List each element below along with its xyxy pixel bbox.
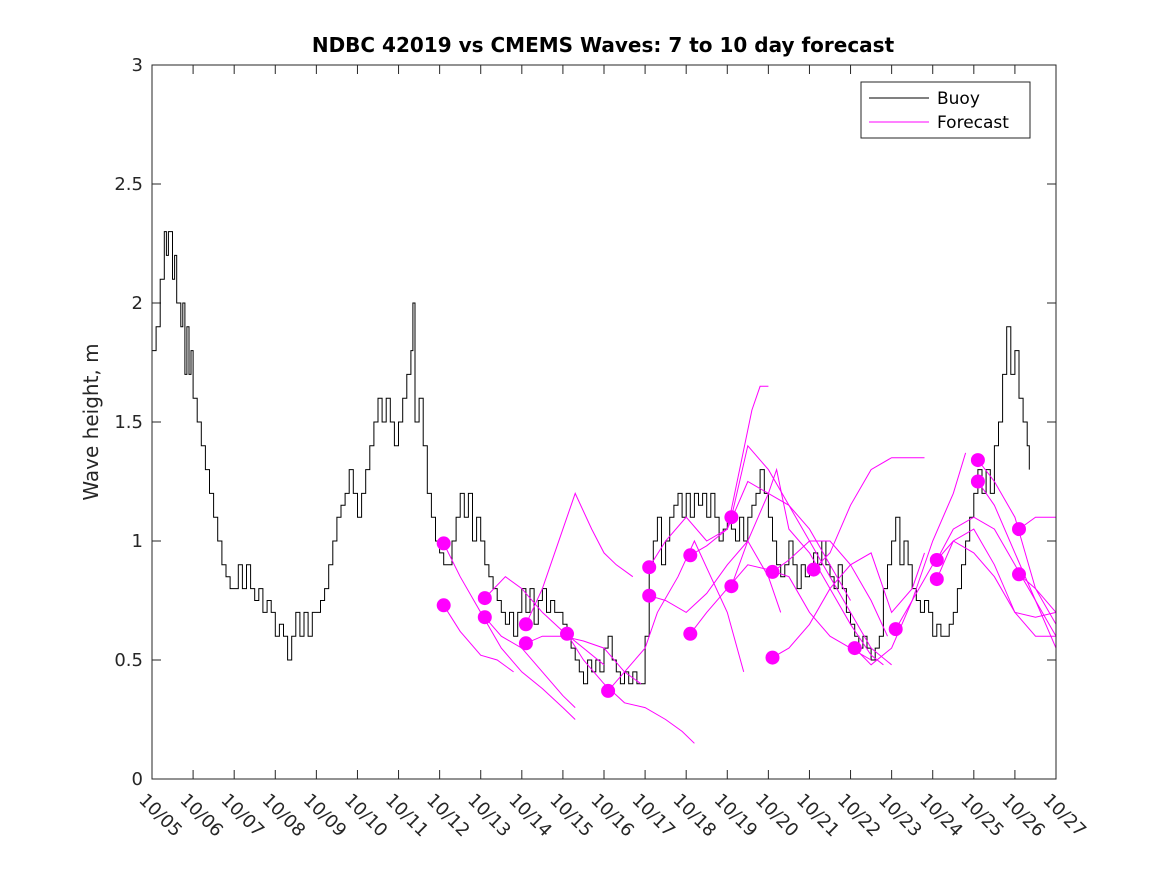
forecast-start-marker — [560, 626, 574, 641]
forecast-trace-line — [895, 540, 1057, 630]
legend-forecast-label: Forecast — [937, 113, 1009, 133]
forecast-trace-line — [525, 492, 634, 625]
forecast-start-marker — [888, 622, 903, 637]
forecast-trace-line — [977, 481, 1057, 637]
y-tick-label: 0 — [132, 769, 143, 790]
forecast-start-marker — [724, 579, 739, 594]
forecast-trace-line — [443, 543, 576, 720]
forecast-trace-line — [1018, 573, 1057, 613]
forecast-start-marker — [929, 553, 944, 567]
forecast-start-marker — [436, 536, 451, 551]
y-tick-label: 0.5 — [114, 650, 143, 671]
y-tick-label: 2 — [132, 293, 143, 314]
forecast-trace-line — [484, 576, 605, 666]
forecast-trace-line — [607, 539, 745, 692]
buoy-series-line — [152, 231, 1030, 685]
forecast-trace-line — [936, 528, 1056, 637]
plot-frame — [151, 64, 1057, 780]
forecast-trace-line — [730, 467, 884, 666]
forecast-start-marker — [970, 474, 985, 489]
y-tick-label: 3 — [132, 55, 143, 76]
forecast-trace-line — [977, 459, 1057, 625]
forecast-start-marker — [683, 626, 698, 641]
forecast-trace-line — [649, 540, 782, 614]
chart-title: NDBC 42019 vs CMEMS Waves: 7 to 10 day f… — [312, 33, 895, 57]
forecast-trace-line — [484, 616, 576, 708]
forecast-trace-line — [813, 457, 925, 570]
forecast-start-marker — [518, 636, 533, 651]
legend-box — [860, 81, 1031, 139]
forecast-start-marker — [436, 598, 451, 613]
forecast-start-marker — [1012, 567, 1026, 582]
forecast-start-marker — [683, 548, 698, 563]
forecast-start-marker — [765, 564, 780, 579]
forecast-trace-line — [772, 540, 888, 637]
forecast-trace-line — [566, 633, 695, 744]
y-axis-label: Wave height, m — [79, 343, 103, 500]
forecast-start-marker — [518, 617, 533, 632]
forecast-trace-line — [443, 605, 514, 673]
legend: Buoy Forecast — [860, 81, 1031, 139]
y-tick-label: 2.5 — [114, 174, 143, 195]
forecast-start-marker — [642, 588, 657, 603]
forecast-start-marker — [765, 650, 780, 665]
legend-buoy-label: Buoy — [937, 89, 980, 109]
forecast-start-marker — [1012, 522, 1026, 537]
y-tick-label: 1.5 — [114, 412, 143, 433]
forecast-start-marker — [642, 560, 657, 575]
forecast-start-marker — [929, 572, 944, 587]
forecast-trace-line — [772, 552, 925, 659]
forecast-start-marker — [806, 562, 821, 577]
series-layer — [152, 231, 1057, 744]
forecast-start-marker — [847, 641, 862, 656]
forecast-start-marker — [970, 453, 985, 468]
forecast-start-marker — [477, 591, 492, 606]
y-tick-label: 1 — [132, 531, 143, 552]
forecast-start-marker — [477, 610, 492, 625]
forecast-start-marker — [724, 510, 739, 525]
forecast-start-marker — [601, 683, 616, 698]
y-axis: 0 0.5 1 1.5 2 2.5 3 — [114, 55, 1056, 790]
